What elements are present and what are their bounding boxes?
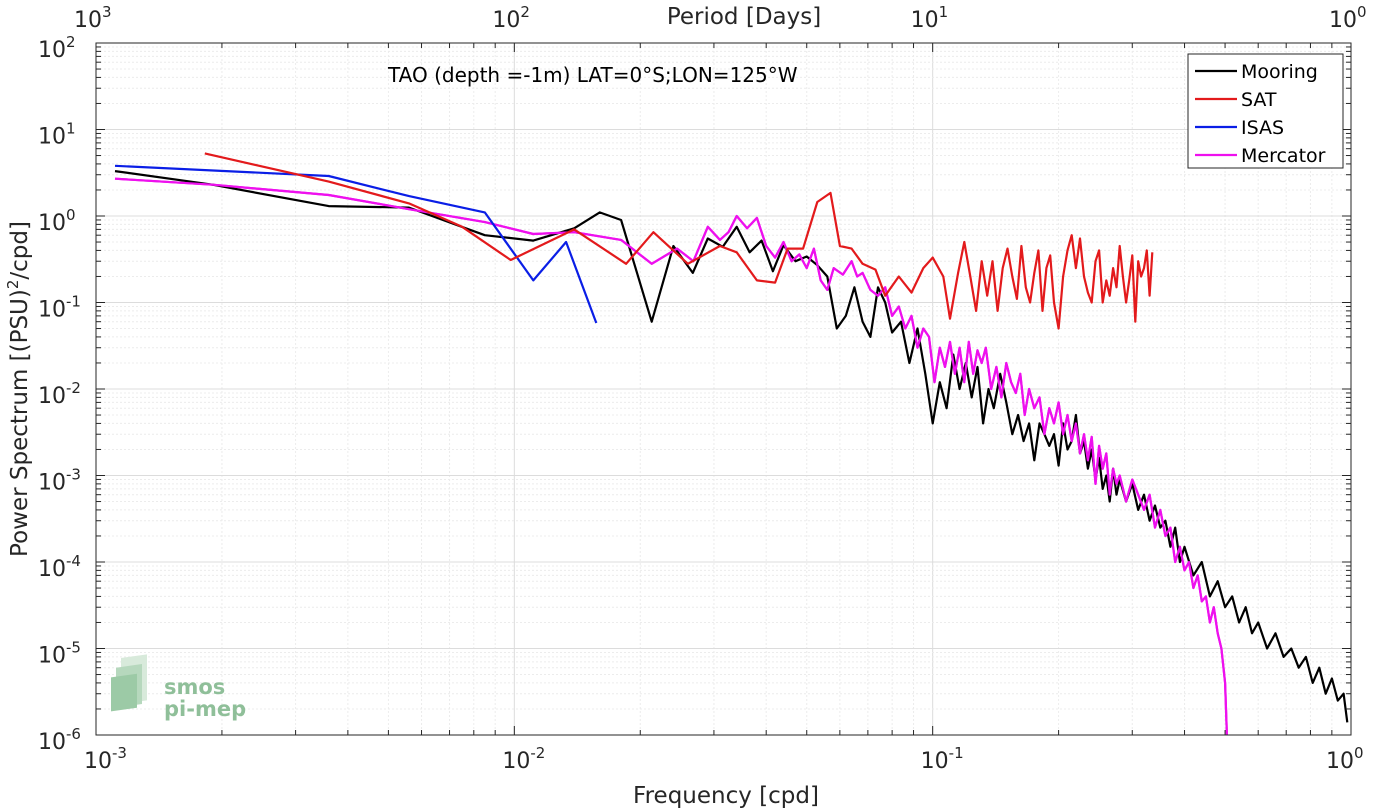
- x-tick-label-base: 10: [921, 749, 949, 774]
- y-axis-label: Power Spectrum [(PSU)2/cpd]: [4, 221, 33, 557]
- y-tick-label-exponent: -3: [66, 466, 81, 484]
- y-tick-label-exponent: -6: [66, 725, 81, 743]
- y-tick-label-base: 10: [38, 471, 66, 496]
- y-tick-label-exponent: 0: [66, 206, 76, 224]
- chart-title: TAO (depth =-1m) LAT=0°S;LON=125°W: [387, 63, 798, 87]
- y-tick-label-exponent: -2: [66, 379, 81, 397]
- legend-label-isas: ISAS: [1241, 117, 1284, 139]
- y-tick-label-exponent: -4: [66, 552, 81, 570]
- x-tick-label: 10-1: [921, 744, 964, 774]
- x-tick-label-exponent: -1: [949, 744, 964, 762]
- top-tick-label-base: 10: [911, 8, 939, 33]
- series-line-mercator: [114, 177, 1228, 736]
- x-tick-label-exponent: -3: [112, 744, 127, 762]
- top-tick-label: 103: [74, 3, 112, 33]
- x-tick-label: 100: [1326, 744, 1364, 774]
- y-tick-label: 101: [38, 120, 76, 150]
- y-tick-label: 10-1: [38, 293, 81, 323]
- top-tick-label: 101: [911, 3, 949, 33]
- y-tick-label: 10-5: [38, 639, 81, 669]
- series-line-isas: [114, 164, 598, 324]
- series-layer: [114, 152, 1349, 736]
- legend-items: Mooring SAT ISAS Mercator: [1195, 61, 1326, 167]
- top-tick-label-base: 10: [74, 8, 102, 33]
- series-line-sat: [204, 152, 1154, 330]
- y-tick-label-base: 10: [38, 644, 66, 669]
- top-tick-label: 102: [492, 3, 530, 33]
- legend-label-mercator: Mercator: [1241, 145, 1326, 167]
- y-tick-label: 100: [38, 206, 76, 236]
- y-tick-label: 10-2: [38, 379, 81, 409]
- y-tick-label-exponent: -1: [66, 293, 81, 311]
- legend-label-mooring: Mooring: [1241, 61, 1318, 83]
- legend: Mooring SAT ISAS Mercator: [1187, 53, 1344, 169]
- x-tick-label: 10-2: [502, 744, 545, 774]
- logo-layer-3: [111, 673, 137, 712]
- x-tick-label-base: 10: [502, 749, 530, 774]
- y-tick-label: 10-3: [38, 466, 81, 496]
- x-tick-label-exponent: 0: [1354, 744, 1364, 762]
- y-tick-label: 10-6: [38, 725, 81, 755]
- top-tick-label-base: 10: [492, 8, 520, 33]
- top-tick-label-exponent: 1: [939, 3, 949, 21]
- x-tick-label: 10-3: [84, 744, 127, 774]
- grid: [95, 43, 1351, 736]
- logo-text-line1: smos: [164, 675, 225, 699]
- y-tick-label: 10-4: [38, 552, 81, 582]
- x-tick-label-base: 10: [84, 749, 112, 774]
- x-axis-label: Frequency [cpd]: [633, 783, 819, 809]
- y-tick-label-base: 10: [38, 211, 66, 236]
- y-tick-label-base: 10: [38, 557, 66, 582]
- y-axis-label-main: Power Spectrum [(PSU): [7, 289, 33, 557]
- y-tick-label-base: 10: [38, 298, 66, 323]
- logo-text-line2: pi-mep: [164, 697, 246, 721]
- y-axis-label-tail: /cpd]: [7, 221, 33, 280]
- x-tick-label-exponent: -2: [530, 744, 545, 762]
- tick-marks: [95, 42, 1352, 736]
- y-tick-label-exponent: 2: [66, 33, 76, 51]
- y-tick-label-base: 10: [38, 384, 66, 409]
- y-tick-label-exponent: 1: [66, 120, 76, 138]
- smos-pi-mep-logo: smos pi-mep: [111, 654, 246, 721]
- legend-box: [1187, 53, 1344, 169]
- top-tick-label-exponent: 3: [102, 3, 112, 21]
- y-tick-label-exponent: -5: [66, 639, 81, 657]
- y-tick-label-base: 10: [38, 730, 66, 755]
- top-tick-label-exponent: 0: [1357, 3, 1367, 21]
- top-tick-label-base: 10: [1329, 8, 1357, 33]
- y-tick-label-base: 10: [38, 38, 66, 63]
- top-tick-label: 100: [1329, 3, 1367, 33]
- top-axis-label: Period [Days]: [667, 4, 821, 30]
- top-tick-label-exponent: 2: [520, 3, 530, 21]
- legend-label-sat: SAT: [1241, 89, 1277, 111]
- y-tick-label-base: 10: [38, 125, 66, 150]
- y-tick-label: 102: [38, 33, 76, 63]
- y-axis-label-sup: 2: [4, 280, 22, 290]
- x-tick-label-base: 10: [1326, 749, 1354, 774]
